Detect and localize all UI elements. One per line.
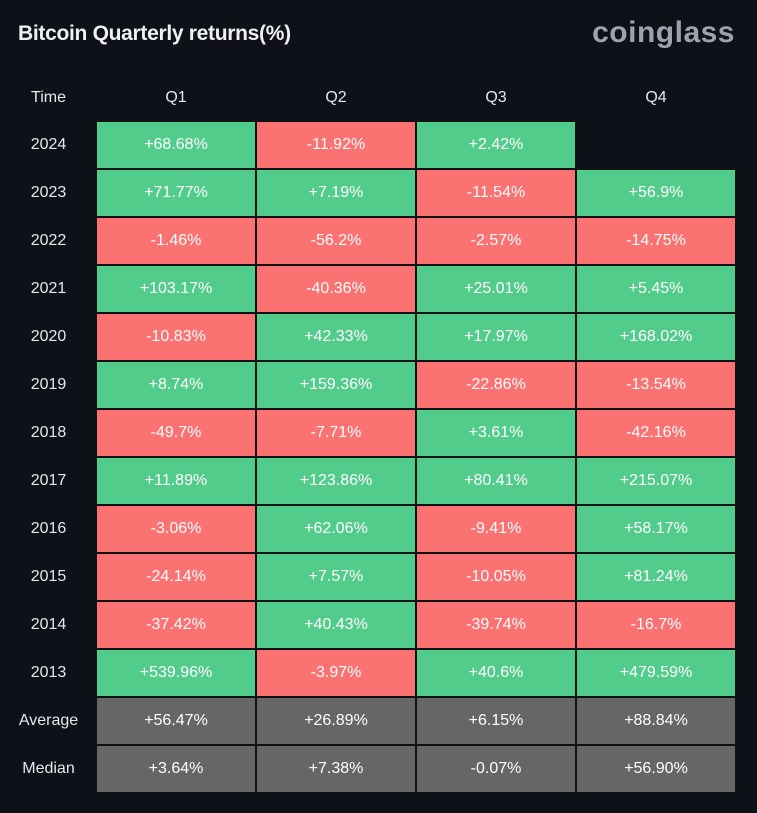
row-label: Average [18,712,79,729]
table-row: 2017 +11.89% +123.86% +80.41% +215.07% [0,458,737,504]
return-cell: -13.54% [577,362,735,408]
return-cell: -10.83% [97,314,255,360]
return-cell: +159.36% [257,362,415,408]
table-row: 2013 +539.96% -3.97% +40.6% +479.59% [0,650,737,696]
return-cell: +25.01% [417,266,575,312]
summary-cell: +26.89% [257,698,415,744]
row-label: 2017 [30,472,67,489]
row-label: 2018 [30,424,67,441]
table-row: 2019 +8.74% +159.36% -22.86% -13.54% [0,362,737,408]
return-cell: -11.92% [257,122,415,168]
return-cell: +81.24% [577,554,735,600]
returns-table: Time Q1 Q2 Q3 Q4 2024 +68.68% -11.92% +2.42% 2023… [0,74,737,794]
return-cell: -1.46% [97,218,255,264]
summary-cell: +56.47% [97,698,255,744]
summary-cell: -0.07% [417,746,575,792]
row-label: Median [22,760,75,777]
return-cell: -16.7% [577,602,735,648]
return-cell: +42.33% [257,314,415,360]
return-cell [577,122,735,168]
column-header-q1: Q1 [165,89,187,106]
row-label: 2024 [30,136,67,153]
return-cell: +123.86% [257,458,415,504]
table-header-row: Time Q1 Q2 Q3 Q4 [0,74,737,122]
row-label: 2015 [30,568,67,585]
return-cell: +5.45% [577,266,735,312]
return-cell: -22.86% [417,362,575,408]
table-row: 2014 -37.42% +40.43% -39.74% -16.7% [0,602,737,648]
column-header-time: Time [31,89,66,106]
return-cell: +479.59% [577,650,735,696]
chart-title: Bitcoin Quarterly returns(%) [18,22,291,45]
return-cell: -40.36% [257,266,415,312]
table-row: 2021 +103.17% -40.36% +25.01% +5.45% [0,266,737,312]
column-header-q4: Q4 [645,89,667,106]
table-row: 2016 -3.06% +62.06% -9.41% +58.17% [0,506,737,552]
summary-cell: +6.15% [417,698,575,744]
return-cell: +215.07% [577,458,735,504]
return-cell: -39.74% [417,602,575,648]
summary-cell: +7.38% [257,746,415,792]
return-cell: +62.06% [257,506,415,552]
row-label: 2016 [30,520,67,537]
return-cell: +103.17% [97,266,255,312]
summary-row: Average +56.47% +26.89% +6.15% +88.84% [0,698,737,744]
return-cell: +40.6% [417,650,575,696]
return-cell: +11.89% [97,458,255,504]
return-cell: +56.9% [577,170,735,216]
return-cell: +2.42% [417,122,575,168]
return-cell: +40.43% [257,602,415,648]
table-row: 2015 -24.14% +7.57% -10.05% +81.24% [0,554,737,600]
table-row: 2023 +71.77% +7.19% -11.54% +56.9% [0,170,737,216]
summary-cell: +3.64% [97,746,255,792]
return-cell: +71.77% [97,170,255,216]
return-cell: +3.61% [417,410,575,456]
return-cell: -10.05% [417,554,575,600]
return-cell: -49.7% [97,410,255,456]
row-label: 2020 [30,328,67,345]
return-cell: +7.57% [257,554,415,600]
return-cell: -11.54% [417,170,575,216]
row-label: 2014 [30,616,67,633]
coinglass-logo: coinglass [592,16,735,49]
return-cell: -56.2% [257,218,415,264]
summary-cell: +56.90% [577,746,735,792]
row-label: 2021 [30,280,67,297]
summary-cell: +88.84% [577,698,735,744]
return-cell: +7.19% [257,170,415,216]
return-cell: +17.97% [417,314,575,360]
return-cell: +8.74% [97,362,255,408]
return-cell: -37.42% [97,602,255,648]
return-cell: -9.41% [417,506,575,552]
return-cell: +539.96% [97,650,255,696]
summary-row: Median +3.64% +7.38% -0.07% +56.90% [0,746,737,792]
return-cell: -3.97% [257,650,415,696]
return-cell: +68.68% [97,122,255,168]
return-cell: -42.16% [577,410,735,456]
column-header-q2: Q2 [325,89,347,106]
return-cell: -7.71% [257,410,415,456]
return-cell: -2.57% [417,218,575,264]
row-label: 2019 [30,376,67,393]
return-cell: -24.14% [97,554,255,600]
row-label: 2022 [30,232,67,249]
row-label: 2023 [30,184,67,201]
table-row: 2020 -10.83% +42.33% +17.97% +168.02% [0,314,737,360]
return-cell: +168.02% [577,314,735,360]
table-row: 2018 -49.7% -7.71% +3.61% -42.16% [0,410,737,456]
return-cell: +58.17% [577,506,735,552]
return-cell: -3.06% [97,506,255,552]
table-row: 2022 -1.46% -56.2% -2.57% -14.75% [0,218,737,264]
row-label: 2013 [30,664,67,681]
column-header-q3: Q3 [485,89,507,106]
table-row: 2024 +68.68% -11.92% +2.42% [0,122,737,168]
return-cell: -14.75% [577,218,735,264]
return-cell: +80.41% [417,458,575,504]
